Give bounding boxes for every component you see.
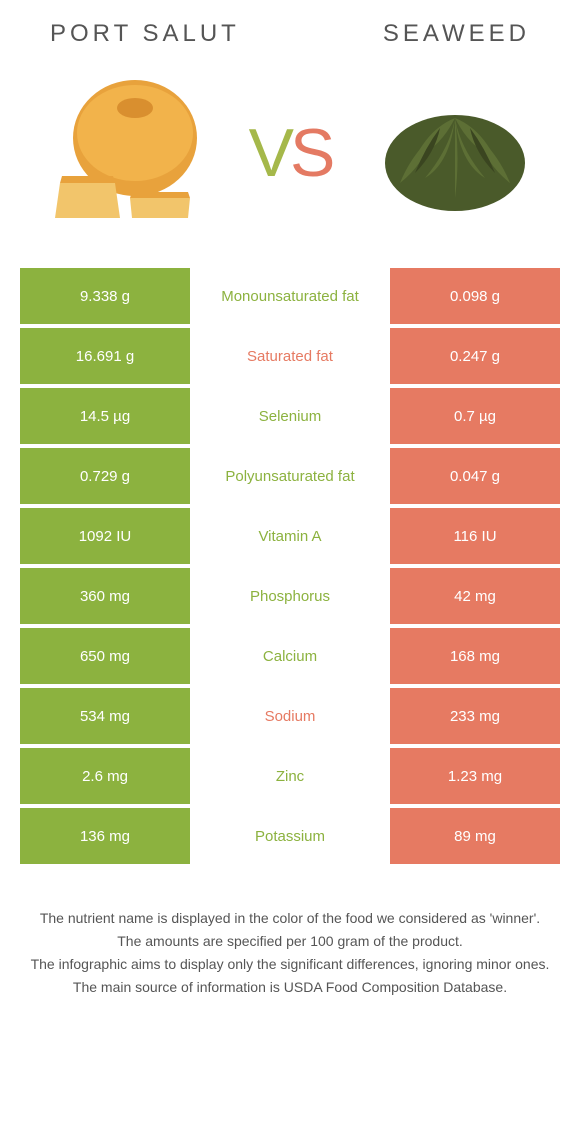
table-row: 650 mgCalcium168 mg: [20, 628, 560, 684]
left-value-cell: 14.5 µg: [20, 388, 190, 444]
left-value-cell: 136 mg: [20, 808, 190, 864]
nutrient-label-cell: Saturated fat: [190, 328, 390, 384]
nutrient-label-cell: Potassium: [190, 808, 390, 864]
right-value-cell: 233 mg: [390, 688, 560, 744]
footnote-block: The nutrient name is displayed in the co…: [0, 868, 580, 998]
left-value-cell: 650 mg: [20, 628, 190, 684]
table-row: 14.5 µgSelenium0.7 µg: [20, 388, 560, 444]
vs-s: S: [290, 115, 331, 191]
table-row: 360 mgPhosphorus42 mg: [20, 568, 560, 624]
left-food-image: [40, 68, 210, 238]
left-value-cell: 9.338 g: [20, 268, 190, 324]
left-value-cell: 0.729 g: [20, 448, 190, 504]
nutrient-label-cell: Calcium: [190, 628, 390, 684]
right-value-cell: 89 mg: [390, 808, 560, 864]
table-row: 534 mgSodium233 mg: [20, 688, 560, 744]
nutrient-table: 9.338 gMonounsaturated fat0.098 g16.691 …: [0, 268, 580, 864]
table-row: 1092 IUVitamin A116 IU: [20, 508, 560, 564]
nutrient-label-cell: Sodium: [190, 688, 390, 744]
nutrient-label-cell: Vitamin A: [190, 508, 390, 564]
footnote-line: The infographic aims to display only the…: [30, 954, 550, 975]
right-value-cell: 168 mg: [390, 628, 560, 684]
right-value-cell: 42 mg: [390, 568, 560, 624]
left-value-cell: 534 mg: [20, 688, 190, 744]
table-row: 16.691 gSaturated fat0.247 g: [20, 328, 560, 384]
seaweed-icon: [370, 68, 540, 238]
right-food-title: Seaweed: [383, 20, 530, 48]
right-food-image: [370, 68, 540, 238]
right-value-cell: 1.23 mg: [390, 748, 560, 804]
nutrient-label-cell: Selenium: [190, 388, 390, 444]
table-row: 2.6 mgZinc1.23 mg: [20, 748, 560, 804]
right-value-cell: 0.047 g: [390, 448, 560, 504]
table-row: 0.729 gPolyunsaturated fat0.047 g: [20, 448, 560, 504]
table-row: 136 mgPotassium89 mg: [20, 808, 560, 864]
left-value-cell: 2.6 mg: [20, 748, 190, 804]
nutrient-label-cell: Monounsaturated fat: [190, 268, 390, 324]
right-value-cell: 0.7 µg: [390, 388, 560, 444]
hero-row: VS: [0, 58, 580, 268]
cheese-icon: [40, 68, 210, 238]
right-value-cell: 0.247 g: [390, 328, 560, 384]
vs-v: V: [249, 115, 290, 191]
left-value-cell: 16.691 g: [20, 328, 190, 384]
vs-label: VS: [249, 114, 332, 192]
right-value-cell: 116 IU: [390, 508, 560, 564]
table-row: 9.338 gMonounsaturated fat0.098 g: [20, 268, 560, 324]
nutrient-label-cell: Polyunsaturated fat: [190, 448, 390, 504]
nutrient-label-cell: Phosphorus: [190, 568, 390, 624]
footnote-line: The amounts are specified per 100 gram o…: [30, 931, 550, 952]
footnote-line: The nutrient name is displayed in the co…: [30, 908, 550, 929]
left-value-cell: 360 mg: [20, 568, 190, 624]
left-food-title: Port Salut: [50, 20, 240, 48]
left-value-cell: 1092 IU: [20, 508, 190, 564]
right-value-cell: 0.098 g: [390, 268, 560, 324]
header-row: Port Salut Seaweed: [0, 0, 580, 58]
footnote-line: The main source of information is USDA F…: [30, 977, 550, 998]
nutrient-label-cell: Zinc: [190, 748, 390, 804]
